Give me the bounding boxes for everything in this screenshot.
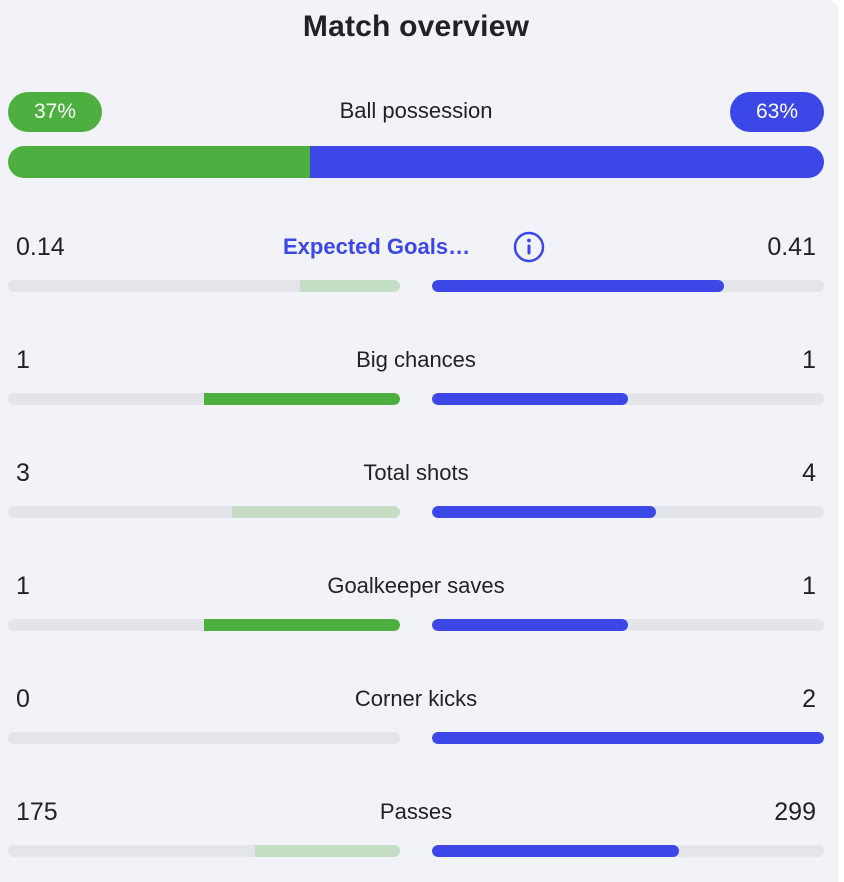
possession-label: Ball possession [339, 98, 493, 123]
away-possession-badge: 63% [730, 92, 824, 132]
stat-away-fill [432, 393, 628, 405]
stat-home-fill [255, 845, 400, 857]
stat-home-value: 175 [16, 798, 58, 826]
expected-goals-link[interactable]: Expected Goals… [283, 234, 471, 259]
panel-title: Match overview [302, 10, 530, 43]
stat-away-bar [432, 732, 824, 744]
stat-home-value: 3 [16, 459, 30, 487]
stat-label: Corner kicks [354, 686, 478, 711]
stat-away-fill [432, 619, 628, 631]
stat-label: Total shots [363, 460, 469, 485]
stat-home-fill [300, 280, 400, 292]
stat-away-fill [432, 280, 725, 292]
stat-home-bar [8, 845, 400, 857]
stat-home-fill [232, 506, 400, 518]
stat-home-bar [8, 393, 400, 405]
stat-home-bar [8, 619, 400, 631]
stat-row: 0.14 Expected Goals… 0.41 [0, 230, 832, 300]
stat-row: 1 Goalkeeper saves 1 [0, 569, 832, 639]
stat-away-value: 0.41 [767, 233, 816, 261]
stat-away-fill [432, 506, 656, 518]
stat-home-value: 0.14 [16, 233, 65, 261]
possession-bar-home [8, 146, 310, 178]
stat-label: Big chances [356, 347, 476, 372]
stat-home-value: 1 [16, 346, 30, 374]
stat-away-fill [432, 732, 824, 744]
stat-row: 0 Corner kicks 2 [0, 682, 832, 752]
stat-row: 1 Big chances 1 [0, 343, 832, 413]
stat-away-bar [432, 506, 824, 518]
stat-away-bar [432, 280, 824, 292]
stat-away-value: 1 [802, 572, 816, 600]
stat-away-value: 299 [774, 798, 816, 826]
stat-away-value: 2 [802, 685, 816, 713]
home-possession-badge: 37% [8, 92, 102, 132]
stat-home-value: 1 [16, 572, 30, 600]
stat-away-fill [432, 845, 680, 857]
stat-away-bar [432, 619, 824, 631]
stat-row: 3 Total shots 4 [0, 456, 832, 526]
stat-away-value: 4 [802, 459, 816, 487]
stat-away-bar [432, 393, 824, 405]
stat-label: Goalkeeper saves [327, 573, 505, 598]
info-icon[interactable] [513, 231, 545, 263]
stat-home-fill [204, 393, 400, 405]
possession-bar [8, 146, 824, 178]
stat-home-bar [8, 732, 400, 744]
stat-label: Passes [379, 799, 453, 824]
panel-edge [838, 0, 844, 882]
stat-home-bar [8, 280, 400, 292]
possession-bar-away [309, 146, 824, 178]
stat-home-value: 0 [16, 685, 30, 713]
stat-home-fill [204, 619, 400, 631]
stat-away-value: 1 [802, 346, 816, 374]
stat-away-bar [432, 845, 824, 857]
stat-row: 175 Passes 299 [0, 795, 832, 865]
stat-home-bar [8, 506, 400, 518]
